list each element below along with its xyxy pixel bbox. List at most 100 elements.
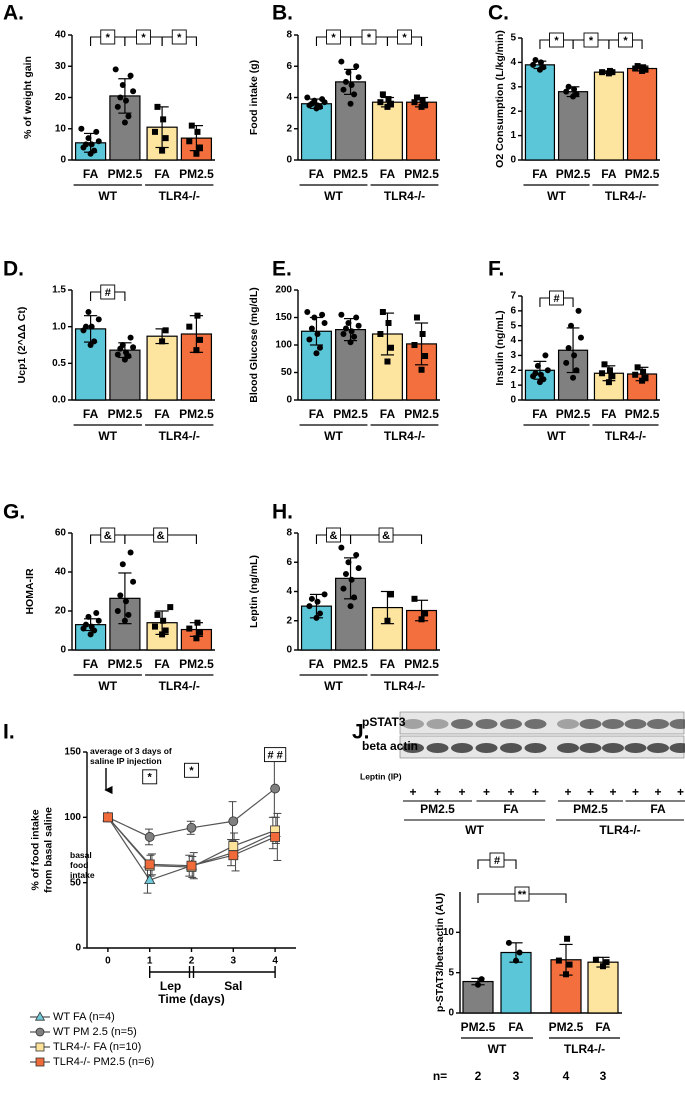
x-tick-label: FA: [154, 657, 170, 671]
x-tick-label: FA: [309, 657, 325, 671]
significance-box: [142, 769, 158, 785]
data-point: [351, 91, 358, 98]
treatment-sign: +: [654, 785, 661, 799]
data-point: [196, 629, 203, 636]
y-tick-label: 40: [55, 30, 67, 41]
bar: [146, 335, 178, 401]
y-tick-label: 0.5: [52, 358, 66, 369]
x-tick-label: FA: [532, 167, 548, 181]
data-point: [151, 623, 158, 630]
data-point: [385, 96, 392, 103]
treatment-sign: +: [564, 785, 571, 799]
data-point: [565, 345, 572, 351]
data-point: [563, 971, 569, 978]
data-point: [505, 939, 512, 946]
data-point: [114, 103, 121, 110]
y-axis-label: Insulin (ng/mL): [494, 310, 506, 385]
data-point: [347, 603, 354, 610]
data-point: [340, 585, 347, 592]
data-point: [599, 370, 606, 377]
data-point: [162, 627, 169, 634]
data-point: [319, 96, 326, 103]
y-axis-label: Ucp1 (2^ΔΔ Ct): [16, 307, 28, 384]
data-point: [186, 625, 193, 632]
data-point: [119, 82, 126, 88]
y-tick-label: 2: [286, 615, 292, 626]
y-tick-label: 8: [286, 528, 292, 539]
group-label: WT: [547, 429, 566, 443]
blot-band: [647, 719, 669, 729]
data-point: [571, 352, 578, 359]
group-label: TLR4-/-: [605, 189, 646, 203]
data-point: [194, 312, 201, 319]
significance-box: [264, 747, 287, 763]
significance-box: [326, 29, 341, 45]
bar: [300, 103, 332, 161]
data-point: [306, 603, 313, 610]
data-point: [353, 63, 360, 70]
group-label: WT: [98, 189, 117, 203]
x-tick-label: PM2.5: [179, 167, 214, 181]
treatment-sign: +: [677, 785, 684, 799]
data-point: [304, 94, 311, 101]
data-point: [592, 956, 599, 963]
data-point: [565, 83, 572, 90]
y-axis-label: Food intake (g): [248, 60, 260, 135]
y-tick-label: 5: [448, 967, 454, 978]
data-point: [571, 86, 578, 93]
data-point: [642, 374, 649, 381]
x-tick-label: PM2.5: [333, 657, 368, 671]
bar: [557, 91, 589, 161]
blot-band: [602, 719, 624, 729]
x-tick-label: FA: [309, 407, 325, 421]
data-point: [88, 323, 95, 330]
data-point: [609, 373, 616, 380]
y-tick-label: 10: [55, 123, 67, 134]
data-point: [91, 338, 98, 345]
data-point: [313, 614, 320, 621]
data-point: [144, 832, 155, 842]
data-point: [563, 359, 570, 366]
data-point: [605, 379, 612, 386]
significance-label: #: [553, 293, 559, 305]
x-tick-label: PM2.5: [108, 407, 143, 421]
x-tick-label: PM2.5: [549, 1020, 584, 1034]
y-tick-label: 20: [55, 606, 67, 617]
data-point: [632, 371, 639, 378]
group-label: TLR4-/-: [605, 429, 646, 443]
data-point: [311, 314, 318, 321]
y-tick-label: 200: [275, 285, 292, 296]
data-point: [422, 102, 429, 109]
data-point: [162, 135, 169, 142]
data-point: [306, 336, 313, 343]
y-tick-label: 20: [55, 92, 67, 103]
bar: [593, 71, 625, 161]
significance-box: [136, 29, 151, 45]
data-point: [228, 841, 239, 851]
blot-band: [557, 743, 579, 753]
data-point: [93, 609, 100, 616]
data-point: [384, 358, 391, 365]
blot-band: [524, 719, 547, 729]
data-point: [186, 860, 197, 871]
lane-label: FA: [650, 802, 666, 816]
y-axis-label: % of weight gain: [22, 56, 34, 139]
lane-label: PM2.5: [573, 802, 608, 816]
group-label: TLR4-/-: [159, 189, 200, 203]
data-point: [475, 981, 481, 988]
group-label: TLR4-/-: [384, 679, 425, 693]
data-point: [353, 314, 360, 321]
x-tick-label: FA: [508, 1020, 524, 1034]
panel-label: H.: [272, 501, 293, 524]
x-tick-label: PM2.5: [333, 167, 368, 181]
data-point: [122, 349, 129, 356]
data-point: [419, 97, 426, 104]
x-tick-label: FA: [154, 407, 170, 421]
data-point: [544, 367, 551, 374]
y-tick-label: 5: [510, 320, 516, 331]
significance-box: [100, 527, 116, 543]
data-point: [570, 374, 577, 381]
data-point: [348, 576, 355, 583]
significance-box: [618, 32, 633, 48]
legend-marker: [35, 1042, 45, 1052]
